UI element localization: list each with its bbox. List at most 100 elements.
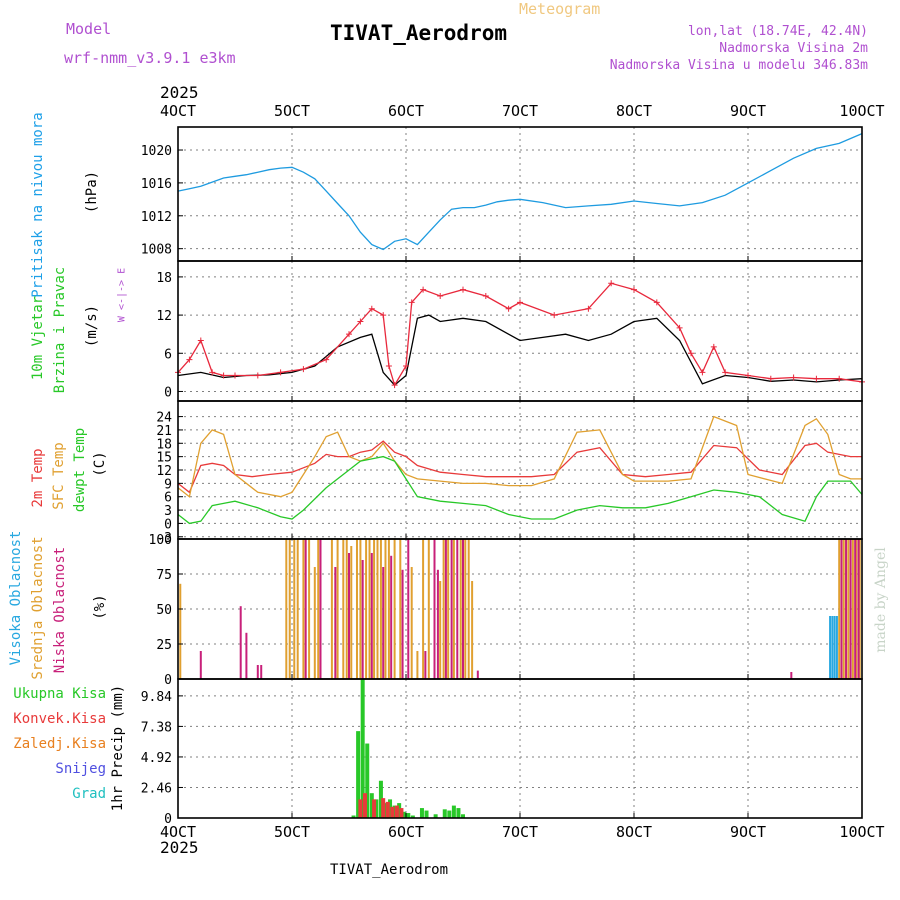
cloud-ylabel-mid: Srednja Oblacnost [30,536,46,680]
bar-srednja-oblacnost [422,539,425,679]
bar-niska-oblacnost [433,539,436,679]
bar-srednja-oblacnost [296,539,299,679]
bar-niska-oblacnost [444,539,447,679]
x-tick-label-top: 8OCT [616,102,652,120]
x-tick-label-bottom: 6OCT [388,823,424,841]
bar-niska-oblacnost [239,606,242,679]
pressure-unit: (hPa) [84,170,100,214]
x-tick-label-bottom: 9OCT [730,823,766,841]
station-title: TIVAT_Aerodrom [330,21,508,45]
y-tick-label: 50 [156,603,172,618]
y-tick-label: 9 [164,477,172,492]
watermark: made by Angel [873,547,889,653]
bar-srednja-oblacnost [355,539,358,679]
cloud-ylabel-low: Niska Oblacnost [52,546,68,674]
x-tick-label-bottom: 10OCT [839,823,884,841]
bar-srednja-oblacnost [399,539,402,679]
y-tick-label: 25 [156,638,172,653]
gust-marker [220,372,227,379]
wind-unit: (m/s) [84,304,100,348]
x-tick-label-top: 5OCT [274,102,310,120]
series-line-pritisak-na-nivou-mora [177,133,863,251]
gust-marker [420,286,427,293]
bar-ukupna-kisa [397,803,402,818]
temp-ylabel-2m: 2m Temp [30,448,46,508]
gust-marker [585,305,592,312]
bar-srednja-oblacnost [376,539,379,679]
gust-marker [722,369,729,376]
gust-marker [254,372,261,379]
elevation-label: Nadmorska Visina 2m [719,41,868,56]
gust-marker [460,286,466,293]
x-tick-label-top: 6OCT [388,102,424,120]
bar-visoka-oblacnost [835,616,838,679]
bar-ukupna-kisa [360,679,365,818]
bar-ukupna-kisa [378,780,383,818]
y-tick-label: 0 [164,812,172,827]
gust-marker [391,382,398,389]
bar-srednja-oblacnost [373,539,376,679]
bar-ukupna-kisa [351,815,356,818]
y-tick-label: 7.38 [141,720,172,735]
bar-niska-oblacnost [348,553,350,679]
wind-compass: W <-|-> E [116,267,128,323]
bar-visoka-oblacnost [833,616,836,679]
bar-niska-oblacnost [407,539,410,679]
x-tick-label-top: 7OCT [502,102,538,120]
bar-srednja-oblacnost [308,539,311,679]
y-tick-label: 2.46 [141,781,172,796]
year-label-top: 2025 [160,83,199,102]
series-line-udari [177,282,863,387]
bar-srednja-oblacnost [345,539,348,679]
bar-niska-oblacnost [361,560,364,679]
bar-srednja-oblacnost [858,539,861,679]
bar-srednja-oblacnost [847,539,850,679]
bar-srednja-oblacnost [467,539,470,679]
bar-niska-oblacnost [857,539,860,679]
wind-ylabel-1: 10m Vjetar [30,295,46,381]
bar-ukupna-kisa [392,805,397,818]
x-tick-label-top: 4OCT [160,102,196,120]
bar-ukupna-kisa [419,808,424,818]
y-tick-label: 0 [164,517,172,532]
y-tick-label: -3 [156,531,172,546]
bar-visoka-oblacnost [829,616,832,679]
y-tick-label: 12 [156,309,172,324]
gust-marker [688,350,694,357]
bar-ukupna-kisa [365,743,370,818]
y-tick-label: 75 [156,568,172,583]
gust-marker [300,366,307,373]
bar-srednja-oblacnost [452,539,455,679]
bar-ukupna-kisa [410,815,415,818]
bar-konvek-kisa [394,805,399,818]
grid-layer [178,127,862,818]
bar-srednja-oblacnost [285,539,288,679]
gust-marker [836,375,843,382]
bar-konvek-kisa [390,806,395,818]
bar-ukupna-kisa [374,799,379,818]
bar-ukupna-kisa [451,805,456,818]
lines-layer [175,133,865,525]
y-tick-label: 6 [164,347,172,362]
bar-niska-oblacnost [450,539,453,679]
series-line-2m-temp [177,440,862,494]
gust-marker [608,280,615,287]
bar-srednja-oblacnost [459,539,462,679]
bar-ukupna-kisa [388,799,393,818]
y-tick-label: 0 [164,673,172,688]
bar-niska-oblacnost [476,670,479,679]
pressure-ylabel: Pritisak na nivou mora [30,112,46,298]
x-tick-label-bottom: 8OCT [616,823,652,841]
bar-niska-oblacnost [436,569,439,679]
precip-legend-snow: Snijeg [55,761,106,777]
bar-konvek-kisa [362,793,367,818]
y-tick-label: 1012 [141,210,172,225]
x-tick-label-bottom: 4OCT [160,823,196,841]
bar-ukupna-kisa [383,803,388,818]
gust-marker [197,337,204,344]
bar-konvek-kisa [381,798,386,818]
y-tick-label: 1016 [141,177,172,192]
gust-marker [676,324,683,331]
y-tick-label: 6 [164,491,172,506]
